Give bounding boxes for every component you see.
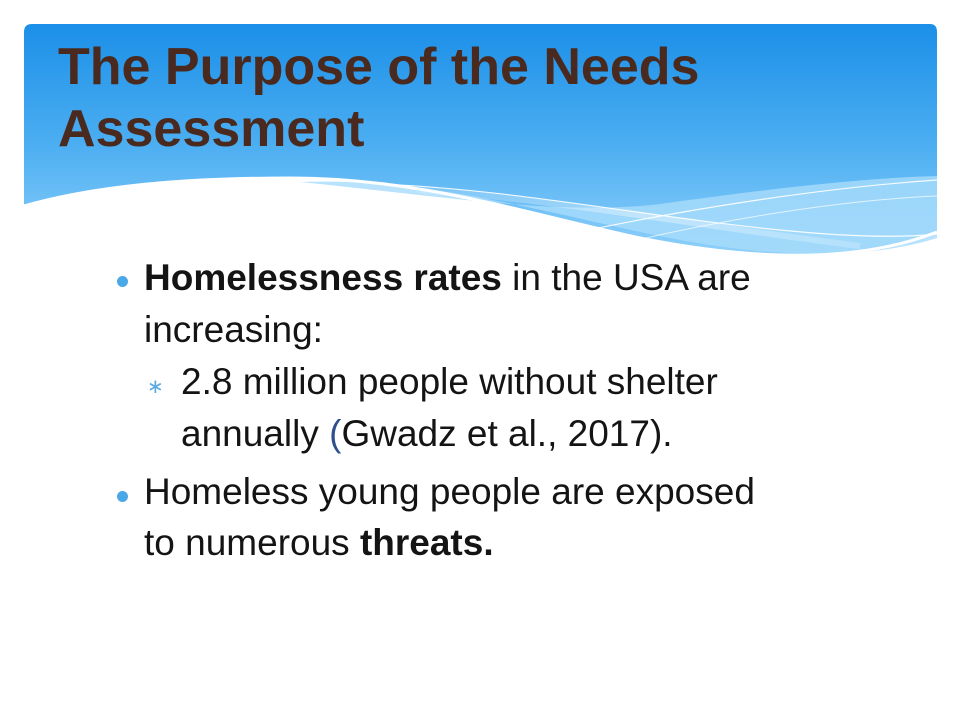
bullet-1-line-2: increasing: <box>144 309 323 350</box>
bullet-2-line-2: to numerous threats. <box>144 521 494 565</box>
bullet-1-line-1: Homelessness rates in the USA are <box>144 256 751 300</box>
sub-bullet-1-text-start: annually <box>181 413 330 454</box>
bullet-2-line-1: Homeless young people are exposed <box>144 471 755 512</box>
slide-title-line-1: The Purpose of the Needs <box>58 38 700 96</box>
slide-title-line-2: Assessment <box>58 100 365 158</box>
sub-bullet-1-line-2: annually (Gwadz et al., 2017). <box>181 412 673 456</box>
bullet-2-text-start: to numerous <box>144 522 360 563</box>
bullet-1-bold-text: Homelessness rates <box>144 257 502 298</box>
sub-bullet-1-marker: ∗ <box>147 374 164 398</box>
citation-open-paren: ( <box>329 413 342 454</box>
bullet-1-text: in the USA are <box>501 257 751 298</box>
sub-bullet-1-line-1: 2.8 million people without shelter <box>181 361 718 402</box>
header-wave-background <box>23 24 938 257</box>
slide-title: The Purpose of the Needs Assessment <box>58 36 918 160</box>
bullet-2-marker <box>117 491 128 502</box>
bullet-2-bold-text: threats. <box>359 522 494 563</box>
citation-text: Gwadz et al., 2017). <box>341 413 673 454</box>
bullet-1-marker <box>117 276 128 287</box>
